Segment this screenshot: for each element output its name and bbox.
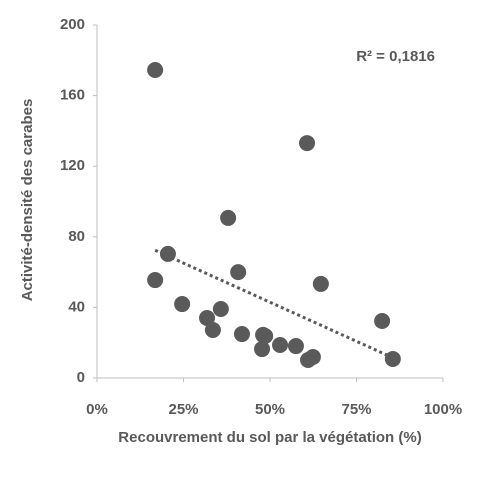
x-axis-title: Recouvrement du sol par la végétation (%… <box>118 429 422 446</box>
point <box>233 326 250 343</box>
point <box>272 336 289 353</box>
point <box>304 348 321 365</box>
x-tick-label: 100% <box>424 401 462 418</box>
point <box>174 296 191 313</box>
point <box>257 327 274 344</box>
point <box>299 135 316 152</box>
point <box>374 312 391 329</box>
point <box>312 275 329 292</box>
point <box>384 350 401 367</box>
point <box>287 338 304 355</box>
y-tick-label: 200 <box>60 16 85 33</box>
point <box>230 264 247 281</box>
x-tick-label: 0% <box>86 401 108 418</box>
trendline <box>154 248 394 360</box>
annotation: R² = 0,1816 <box>356 48 435 65</box>
x-tick-label: 75% <box>341 401 371 418</box>
x-tick-label: 25% <box>168 401 198 418</box>
point <box>254 341 271 358</box>
y-axis-title: Activité-densité des carabes <box>19 99 36 302</box>
point <box>199 309 216 326</box>
point <box>147 272 164 289</box>
x-tick-label: 50% <box>255 401 285 418</box>
y-tick-label: 80 <box>68 228 85 245</box>
point <box>212 300 229 317</box>
point <box>147 62 164 79</box>
point <box>204 321 221 338</box>
y-tick-label: 120 <box>60 157 85 174</box>
y-tick-label: 40 <box>68 298 85 315</box>
y-tick-label: 0 <box>77 369 85 386</box>
y-tick-label: 160 <box>60 87 85 104</box>
point <box>220 209 237 226</box>
point <box>159 245 176 262</box>
